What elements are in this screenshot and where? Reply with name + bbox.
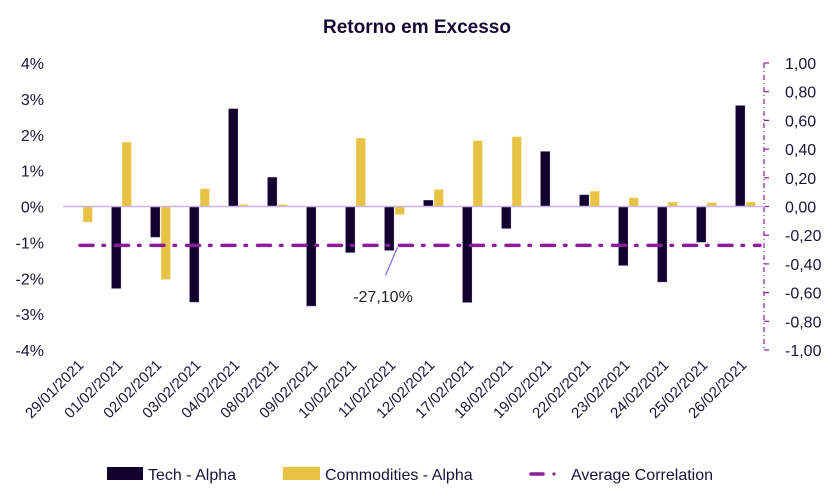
- y2-tick-label: -0,40: [785, 257, 822, 274]
- annotation-group: -27,10%: [353, 247, 413, 306]
- legend-item-tech[interactable]: Tech - Alpha: [107, 467, 236, 484]
- y2-tick-label: 0,40: [785, 142, 816, 159]
- y2-tick-label: -1,00: [785, 343, 822, 360]
- bar-tech: [579, 194, 590, 207]
- y2-tick-label: 0,20: [785, 171, 816, 188]
- y-tick-label: 0%: [21, 200, 44, 217]
- bar-tech: [384, 206, 395, 251]
- bar-tech: [306, 206, 317, 307]
- annotation-leader-line: [384, 247, 399, 276]
- y-axis-left: 4% 3% 2% 1% 0% -1% -2% -3% -4%: [16, 56, 44, 360]
- legend-label-average-correlation: Average Correlation: [571, 467, 713, 484]
- y2-tick-label: 0,60: [785, 113, 816, 130]
- legend-label-commodities: Commodities - Alpha: [325, 467, 473, 484]
- bar-commodities: [355, 138, 366, 207]
- bar-tech: [189, 206, 200, 303]
- bar-tech: [462, 206, 473, 303]
- y-tick-label: -1%: [16, 235, 44, 252]
- bar-tech: [501, 206, 512, 229]
- legend-swatch-average-correlation-dot: [552, 472, 556, 476]
- y2-tick-label: 1,00: [785, 56, 816, 73]
- annotation-label: -27,10%: [353, 289, 413, 306]
- legend-label-tech: Tech - Alpha: [148, 467, 236, 484]
- bar-tech: [735, 105, 746, 207]
- y-tick-label: -4%: [16, 343, 44, 360]
- bar-tech: [540, 151, 551, 207]
- y-tick-label: 2%: [21, 128, 44, 145]
- bar-commodities: [472, 140, 483, 207]
- bar-tech: [696, 206, 707, 243]
- bar-tech: [423, 200, 434, 207]
- chart-title: Retorno em Excesso: [323, 17, 511, 38]
- bar-commodities: [433, 189, 444, 207]
- bar-commodities: [121, 141, 132, 207]
- x-axis-labels: 29/01/202101/02/202102/02/202103/02/2021…: [22, 357, 750, 422]
- y2-tick-label: 0,80: [785, 85, 816, 102]
- bar-tech: [618, 206, 629, 266]
- y-tick-label: -2%: [16, 271, 44, 288]
- bar-commodities: [628, 197, 639, 207]
- bar-tech: [228, 108, 239, 207]
- legend-swatch-commodities: [283, 467, 320, 480]
- y-tick-label: 4%: [21, 56, 44, 73]
- bar-tech: [111, 206, 122, 289]
- y-tick-label: 1%: [21, 164, 44, 181]
- bar-tech: [267, 177, 278, 207]
- y2-tick-label: -0,20: [785, 228, 822, 245]
- y2-tick-label: -0,80: [785, 314, 822, 331]
- bar-commodities: [589, 191, 600, 207]
- bar-commodities: [394, 206, 405, 215]
- bar-commodities: [199, 188, 210, 207]
- y-tick-label: 3%: [21, 92, 44, 109]
- y2-tick-label: 0,00: [785, 200, 816, 217]
- legend: Tech - Alpha Commodities - Alpha Average…: [107, 467, 713, 484]
- bar-commodities: [82, 206, 93, 223]
- legend-swatch-tech: [107, 467, 143, 480]
- bar-commodities: [511, 136, 522, 207]
- bar-tech: [150, 206, 161, 238]
- y-axis-right: 1,00 0,80 0,60 0,40 0,20 0,00 -0,20 -0,40 -0,60 -…: [763, 56, 822, 360]
- y2-tick-label: -0,60: [785, 286, 822, 303]
- legend-item-commodities[interactable]: Commodities - Alpha: [283, 467, 473, 484]
- bar-commodities: [160, 206, 171, 280]
- legend-item-average-correlation[interactable]: Average Correlation: [529, 467, 713, 484]
- y-tick-label: -3%: [16, 307, 44, 324]
